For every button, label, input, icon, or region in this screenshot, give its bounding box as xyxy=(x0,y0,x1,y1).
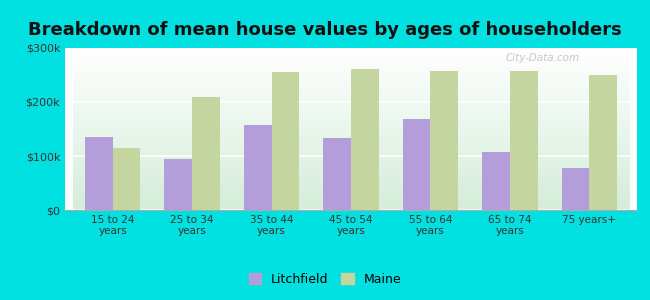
Bar xyxy=(402,119,430,210)
Bar xyxy=(430,71,458,210)
Legend: Litchfield, Maine: Litchfield, Maine xyxy=(244,268,406,291)
Bar xyxy=(482,152,510,210)
Bar xyxy=(272,72,300,210)
Bar xyxy=(192,97,220,210)
Bar xyxy=(112,148,140,210)
Bar xyxy=(562,168,590,210)
Bar xyxy=(351,68,379,210)
Bar xyxy=(164,159,192,210)
Bar xyxy=(510,71,538,210)
Bar xyxy=(323,138,351,210)
Bar xyxy=(85,137,112,210)
Text: City-Data.com: City-Data.com xyxy=(506,53,580,63)
Bar xyxy=(244,125,272,210)
Bar xyxy=(590,75,617,210)
Text: Breakdown of mean house values by ages of householders: Breakdown of mean house values by ages o… xyxy=(28,21,622,39)
